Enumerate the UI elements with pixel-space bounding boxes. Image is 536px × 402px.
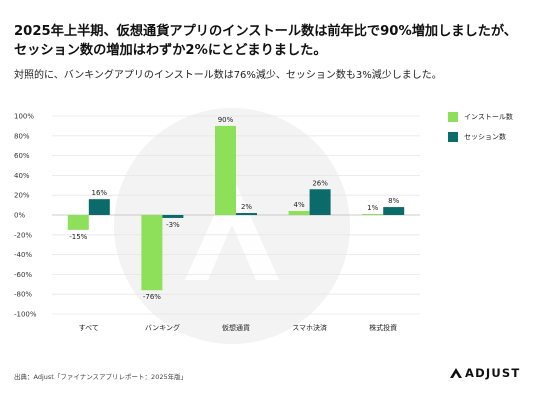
legend-label-installs: インストール数	[464, 113, 513, 121]
y-tick-label: 40%	[14, 172, 30, 180]
adjust-logo-icon	[450, 368, 462, 378]
x-tick-label: 株式投資	[369, 323, 397, 332]
source-note: 出典：Adjust「ファイナンスアプリレポート：2025年版」	[14, 373, 188, 381]
bar-installs	[215, 125, 236, 215]
watermark-circle	[114, 108, 350, 344]
y-tick-label: -60%	[14, 271, 32, 279]
bar-sessions	[162, 215, 184, 218]
adjust-logo-text: ADJUST	[465, 366, 521, 380]
y-tick-label: 20%	[14, 192, 30, 200]
data-label: -76%	[143, 293, 161, 301]
data-label: 8%	[388, 197, 399, 205]
y-tick-label: 80%	[14, 132, 30, 140]
data-label: -15%	[69, 233, 87, 241]
legend-swatch-sessions	[448, 132, 458, 142]
data-label: 1%	[367, 204, 378, 212]
bar-installs	[362, 214, 384, 215]
data-label: 90%	[218, 116, 234, 124]
legend-item-installs: インストール数	[448, 110, 513, 124]
bar-sessions	[309, 189, 331, 215]
headline-line-2: セッション数の増加はわずか2%にとどまりました。	[14, 43, 327, 58]
watermark-logo-icon	[185, 175, 279, 280]
y-tick-label: -80%	[14, 291, 32, 299]
legend: インストール数 セッション数	[448, 110, 513, 150]
headline-line-1: 2025年上半期、仮想通貨アプリのインストール数は前年比で90%増加しましたが、	[14, 24, 517, 39]
legend-label-sessions: セッション数	[464, 133, 506, 141]
chart-headline: 2025年上半期、仮想通貨アプリのインストール数は前年比で90%増加しましたが、…	[14, 22, 524, 60]
y-tick-label: 0%	[14, 212, 25, 220]
bar-installs	[67, 215, 89, 230]
y-tick-label: 60%	[14, 152, 30, 160]
data-label: 16%	[92, 189, 108, 197]
legend-swatch-installs	[448, 112, 458, 122]
y-tick-label: -40%	[14, 251, 32, 259]
x-tick-label: バンキング	[145, 323, 180, 332]
bar-sessions	[383, 207, 405, 215]
x-tick-label: スマホ決済	[292, 323, 327, 332]
data-label: 4%	[294, 201, 305, 209]
y-tick-label: 100%	[14, 113, 34, 121]
data-label: -3%	[166, 221, 180, 229]
bar-installs	[141, 215, 163, 291]
chart-subheadline: 対照的に、バンキングアプリのインストール数は76%減少、セッション数も3%減少し…	[14, 70, 442, 81]
data-label: 2%	[241, 203, 252, 211]
bar-sessions	[236, 213, 257, 215]
y-tick-label: -20%	[14, 231, 32, 239]
legend-item-sessions: セッション数	[448, 130, 513, 144]
x-tick-label: 仮想通貨	[222, 323, 250, 332]
bar-installs	[288, 211, 310, 215]
data-label: 26%	[312, 179, 328, 187]
adjust-logo: ADJUST	[449, 366, 520, 380]
y-tick-label: -100%	[14, 311, 37, 319]
x-tick-label: すべて	[79, 324, 99, 332]
bar-sessions	[88, 199, 110, 215]
